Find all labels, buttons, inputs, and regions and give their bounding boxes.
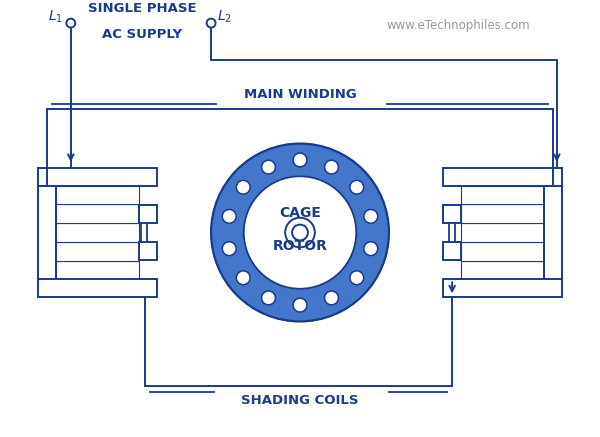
Circle shape xyxy=(325,291,338,305)
Bar xyxy=(461,242,544,260)
Bar xyxy=(443,205,461,222)
Bar xyxy=(38,168,157,186)
Circle shape xyxy=(364,242,378,256)
Bar xyxy=(449,222,455,243)
Circle shape xyxy=(262,291,275,305)
Circle shape xyxy=(222,242,236,256)
Text: SINGLE PHASE: SINGLE PHASE xyxy=(88,2,196,15)
Circle shape xyxy=(293,298,307,312)
Circle shape xyxy=(364,209,378,223)
Text: ROTOR: ROTOR xyxy=(272,239,328,253)
Text: MAIN WINDING: MAIN WINDING xyxy=(244,88,356,101)
Bar xyxy=(461,260,544,279)
Circle shape xyxy=(236,180,250,194)
Circle shape xyxy=(211,144,389,322)
Bar xyxy=(56,205,139,223)
Text: AC SUPPLY: AC SUPPLY xyxy=(102,28,182,41)
Bar xyxy=(38,279,157,297)
Circle shape xyxy=(262,160,275,174)
Bar xyxy=(56,223,139,242)
Bar xyxy=(461,186,544,205)
Bar xyxy=(443,168,562,186)
Bar xyxy=(56,260,139,279)
Circle shape xyxy=(350,271,364,284)
Bar xyxy=(461,205,544,223)
Bar xyxy=(139,205,157,222)
Bar xyxy=(443,243,461,260)
Bar xyxy=(56,242,139,260)
Circle shape xyxy=(325,160,338,174)
Circle shape xyxy=(350,180,364,194)
Text: $L_2$: $L_2$ xyxy=(217,9,232,25)
Bar xyxy=(443,279,562,297)
Circle shape xyxy=(285,218,315,247)
Circle shape xyxy=(292,225,308,240)
Bar xyxy=(38,186,56,279)
Circle shape xyxy=(236,271,250,284)
Circle shape xyxy=(244,176,356,289)
Text: $L_1$: $L_1$ xyxy=(48,9,63,25)
Text: CAGE: CAGE xyxy=(279,206,321,220)
Circle shape xyxy=(293,153,307,167)
Circle shape xyxy=(206,19,215,28)
Bar xyxy=(544,186,562,279)
Bar xyxy=(139,243,157,260)
Text: SHADING COILS: SHADING COILS xyxy=(241,394,359,406)
Text: www.eTechnophiles.com: www.eTechnophiles.com xyxy=(386,18,530,31)
Bar xyxy=(461,223,544,242)
Bar xyxy=(141,222,147,243)
Circle shape xyxy=(67,19,75,28)
Bar xyxy=(56,186,139,205)
Circle shape xyxy=(222,209,236,223)
